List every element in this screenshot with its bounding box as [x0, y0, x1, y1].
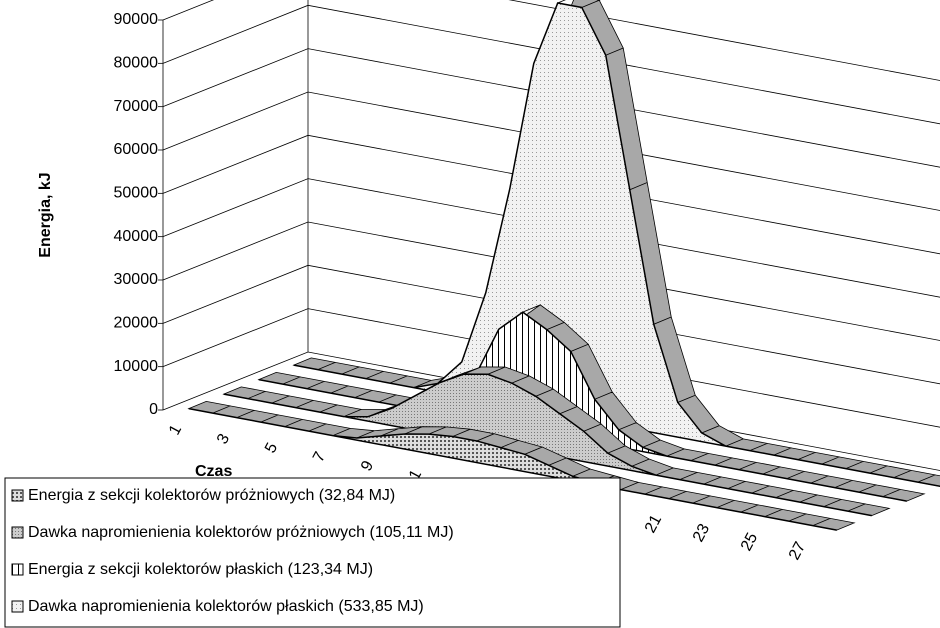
x-tick-label: 3	[214, 431, 233, 447]
series	[187, 400, 856, 531]
series	[257, 304, 926, 502]
plot	[187, 0, 940, 531]
legend-swatch	[11, 526, 24, 539]
legend-label: Dawka napromienienia kolektorów płaskich…	[28, 598, 424, 615]
y-tick-label: 10000	[114, 358, 159, 375]
x-axis-label: Czas	[195, 463, 232, 480]
x-tick-label: 25	[738, 530, 761, 554]
legend-label: Energia z sekcji kolektorów płaskich (12…	[28, 561, 373, 578]
x-tick-label: 27	[786, 539, 809, 563]
grid-line	[162, 0, 940, 81]
grid: 0 10000 20000 30000 40000 50000 60000 70000 8000…	[114, 0, 940, 563]
legend-box	[4, 477, 621, 628]
series	[292, 0, 940, 488]
area	[258, 311, 907, 502]
legend-swatch	[11, 600, 24, 613]
x-tick-label: 7	[310, 449, 329, 465]
legend-label: Dawka napromienienia kolektorów próżniow…	[28, 524, 454, 541]
x-tick-label: 9	[358, 458, 377, 474]
x-tick-label: 21	[642, 512, 665, 536]
y-tick-label: 0	[149, 401, 158, 418]
series	[222, 366, 891, 517]
area-top	[187, 400, 856, 531]
legend: Energia z sekcji kolektorów próżniowych …	[4, 477, 621, 628]
x-tick-label: 5	[262, 440, 281, 456]
y-axis-label: Energia, kJ	[37, 172, 54, 257]
x-tick-label: 23	[690, 521, 713, 545]
legend-label: Energia z sekcji kolektorów próżniowych …	[28, 487, 395, 504]
area	[223, 373, 872, 517]
x-tick-label: 1	[166, 422, 185, 438]
legend-swatch	[11, 563, 24, 576]
area	[293, 2, 940, 488]
y-tick-label: 30000	[114, 271, 159, 288]
y-tick-label: 90000	[114, 11, 159, 28]
y-tick-label: 50000	[114, 185, 159, 202]
area	[188, 407, 837, 531]
y-tick-label: 60000	[114, 141, 159, 158]
y-tick-label: 20000	[114, 315, 159, 332]
legend-swatch	[11, 489, 24, 502]
y-tick-label: 80000	[114, 55, 159, 72]
y-tick-label: 70000	[114, 98, 159, 115]
y-tick-label: 40000	[114, 228, 159, 245]
